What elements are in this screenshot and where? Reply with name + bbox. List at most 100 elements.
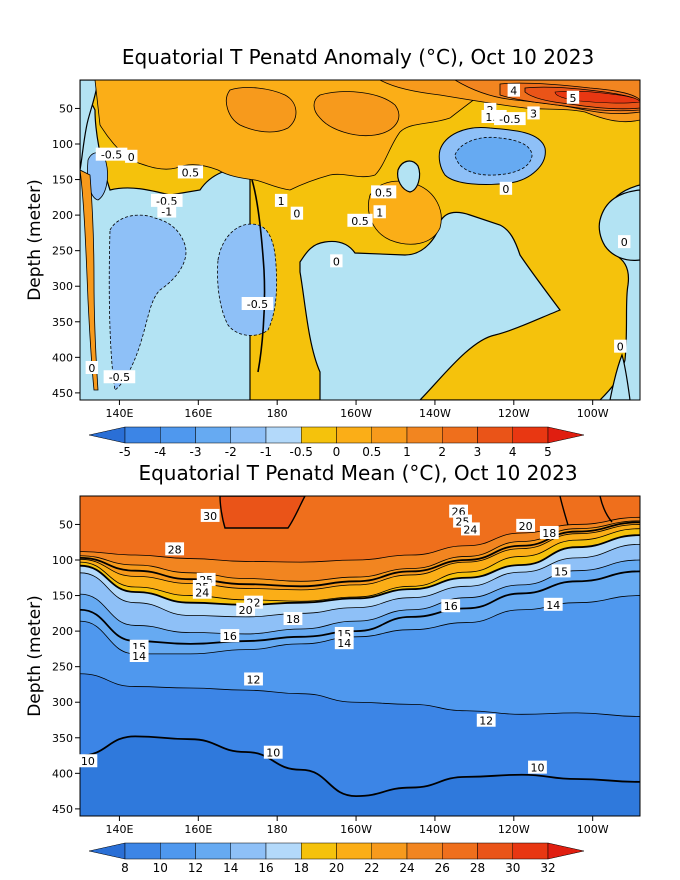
colorbar-label: -1 xyxy=(260,445,272,459)
contour-label: 10 xyxy=(266,747,280,760)
y-tick-label: 100 xyxy=(52,554,73,567)
colorbar-swatch xyxy=(301,426,337,444)
contour-label-bg xyxy=(241,297,274,310)
contour-label-bg xyxy=(566,90,580,104)
colorbar-label: 10 xyxy=(153,861,168,875)
contour-label-bg xyxy=(220,629,240,643)
colorbar-swatch xyxy=(124,842,161,860)
contour-label-bg xyxy=(449,504,468,518)
mean-contour-labels: 3028262524201825252422201816151416151415… xyxy=(78,504,571,775)
contour-label: 15 xyxy=(554,565,568,578)
contour-label: 10 xyxy=(81,755,95,768)
x-tick-label: 140W xyxy=(419,407,451,420)
colorbar-swatch xyxy=(230,842,267,860)
colorbar-label: 26 xyxy=(435,861,450,875)
colorbar-label: 2 xyxy=(438,445,446,459)
mean-band-28 xyxy=(80,496,640,563)
anomaly-region-cool-west xyxy=(108,214,187,391)
y-tick-label: 150 xyxy=(52,590,73,603)
contour-label: 1 xyxy=(278,195,285,208)
contour-label-bg xyxy=(461,522,480,536)
contour-label: 14 xyxy=(132,650,146,663)
contour-label-bg xyxy=(78,754,98,768)
x-tick-label: 140E xyxy=(105,407,133,420)
colorbar-label: -4 xyxy=(154,445,166,459)
contour-label: 0 xyxy=(88,362,95,375)
contour-label-bg xyxy=(543,597,563,611)
colorbar-swatch xyxy=(371,426,408,444)
contour-label: -0.5 xyxy=(499,113,520,126)
colorbar-swatch xyxy=(442,842,478,860)
contour-label-bg xyxy=(499,181,513,195)
contour-label: 18 xyxy=(542,527,556,540)
colorbar-label: 0.5 xyxy=(362,445,381,459)
colorbar-label: 0 xyxy=(333,445,341,459)
mean-isotherm-24 xyxy=(80,524,640,591)
y-tick-label: 450 xyxy=(52,387,73,400)
x-tick-label: 120W xyxy=(498,823,530,836)
x-tick-label: 160W xyxy=(340,823,372,836)
contour-label-bg xyxy=(614,339,627,353)
x-tick-label: 160E xyxy=(184,407,212,420)
colorbar-swatch xyxy=(477,842,513,860)
y-tick-label: 350 xyxy=(52,732,73,745)
y-tick-label: 50 xyxy=(59,518,73,531)
mean-isotherm-18 xyxy=(80,543,640,618)
colorbar-label: 4 xyxy=(509,445,517,459)
colorbar-label: 1 xyxy=(403,445,411,459)
anomaly-region-cool-140w xyxy=(397,160,421,193)
contour-label: 20 xyxy=(519,520,533,533)
contour-label: 12 xyxy=(247,673,261,686)
contour-label: 24 xyxy=(195,587,209,600)
contour-label-bg xyxy=(103,370,136,384)
contour-label-bg xyxy=(330,254,343,268)
mean-ylabel: Depth (meter) xyxy=(25,595,45,717)
anomaly-region-warm-1 xyxy=(94,80,501,191)
contour-label-bg xyxy=(85,361,99,374)
colorbar-swatch xyxy=(477,426,513,444)
mean-colorbar: 8 10 12 14 16 18 20 22 24 26 28 30 32 xyxy=(88,842,585,875)
colorbar-swatch xyxy=(406,426,443,444)
mean-isotherm-12 xyxy=(80,673,640,717)
anomaly-contour-labels: 45231.5-0.5-0.500.5-0.5-10.5100.51000-0.… xyxy=(85,83,631,384)
mean-field xyxy=(80,496,640,816)
contour-label: 24 xyxy=(463,523,477,536)
colorbar-swatch xyxy=(512,842,549,860)
contour-label: 10 xyxy=(530,762,544,775)
y-tick-label: 200 xyxy=(52,625,73,638)
x-tick-label: 180 xyxy=(267,407,288,420)
contour-label-bg xyxy=(192,585,212,599)
colorbar-swatch xyxy=(195,842,231,860)
anomaly-region-cool-east-core xyxy=(454,136,533,176)
colorbar-label: 18 xyxy=(294,861,309,875)
contour-label-bg xyxy=(618,235,631,249)
colorbar-swatch xyxy=(265,426,302,444)
colorbar-swatch xyxy=(406,842,443,860)
x-tick-label: 160E xyxy=(184,823,212,836)
contour-label: 4 xyxy=(510,85,517,98)
colorbar-arrow-low xyxy=(88,426,126,444)
contour-label-bg xyxy=(244,672,263,686)
contour-label-bg xyxy=(476,713,496,727)
contour-label: 28 xyxy=(168,543,182,556)
anomaly-region-cool-central xyxy=(217,223,278,336)
contour-label-bg xyxy=(551,564,571,578)
contour-label-bg xyxy=(165,542,185,556)
contour-label: 0 xyxy=(128,151,135,164)
colorbar-label: -2 xyxy=(225,445,237,459)
contour-label: -0.5 xyxy=(109,371,130,384)
contour-label: 30 xyxy=(203,510,217,523)
anomaly-region-west-strip xyxy=(80,169,99,391)
colorbar-label: -5 xyxy=(119,445,131,459)
contour-label: 0 xyxy=(293,208,300,221)
colorbar-swatch xyxy=(195,426,231,444)
y-tick-label: 100 xyxy=(52,138,73,151)
colorbar-swatch xyxy=(301,842,337,860)
contour-label-bg xyxy=(528,760,547,774)
colorbar-label: 12 xyxy=(188,861,203,875)
contour-label: 0.5 xyxy=(351,215,369,228)
contour-label-bg xyxy=(347,213,373,227)
contour-label-bg xyxy=(527,106,540,120)
contour-label: 0 xyxy=(333,255,340,268)
contour-label-bg xyxy=(334,636,354,650)
